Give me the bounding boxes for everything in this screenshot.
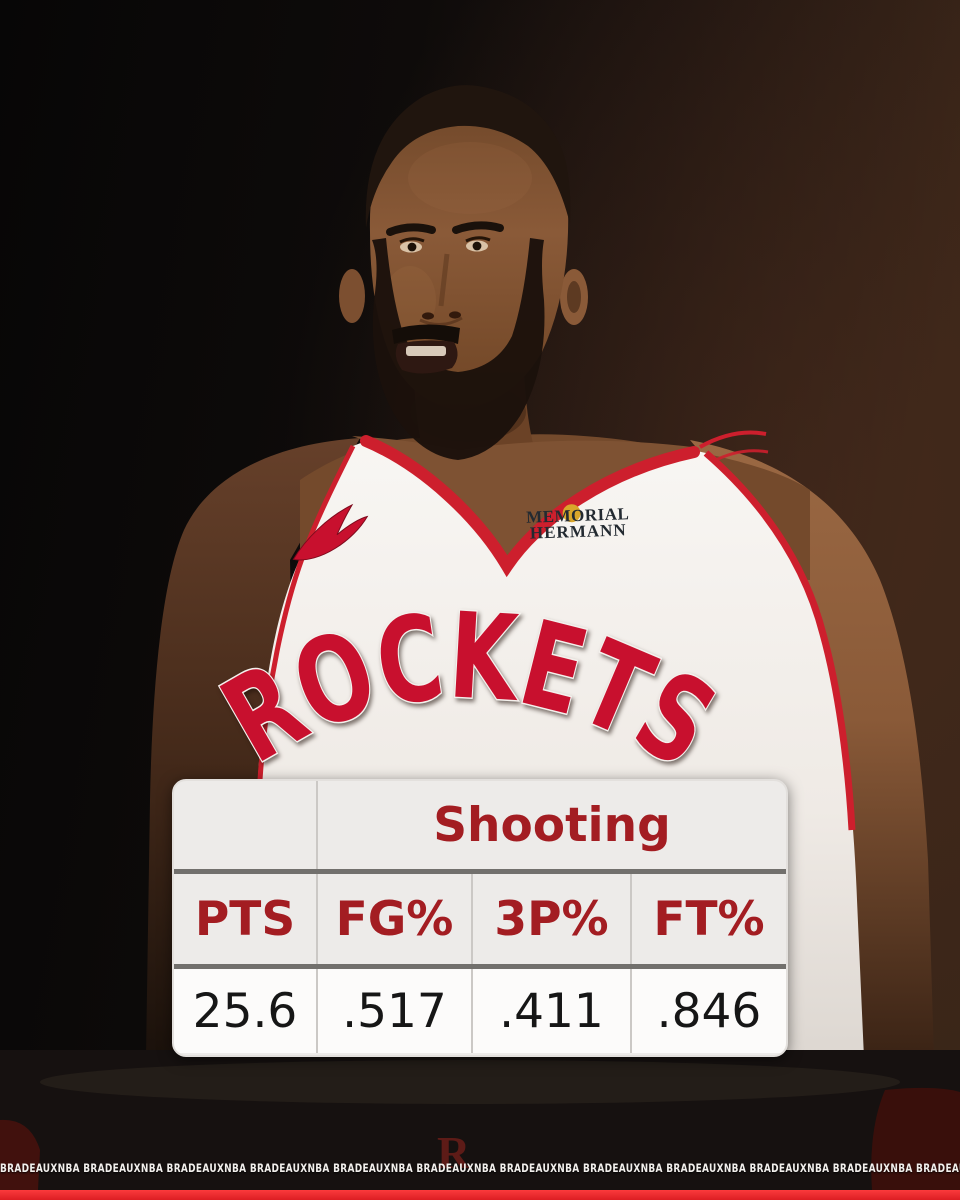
column-header-pts: PTS	[174, 874, 318, 964]
stats-group-header: Shooting	[433, 797, 671, 853]
beard	[372, 238, 545, 460]
left-iris	[407, 242, 417, 252]
table-separator	[174, 869, 786, 874]
column-header-ft: FT%	[653, 891, 765, 947]
sponsor-gold-circle-icon	[562, 504, 581, 523]
column-header-fg: FG%	[318, 874, 473, 964]
left-armhole-trim	[257, 444, 356, 781]
right-eyelid	[465, 236, 491, 243]
value-fg: .517	[318, 969, 473, 1053]
left-eyelid	[399, 237, 425, 244]
left-ear	[339, 269, 365, 323]
sponsor-patch: MEMORIAL HERMANN	[526, 504, 630, 542]
stats-corner-cell	[174, 781, 318, 869]
watermark-text: BRADEAUXNBA BRADEAUXNBA BRADEAUXNBA BRAD…	[0, 1161, 960, 1175]
nose-base	[419, 316, 463, 326]
nike-swoosh-icon	[292, 503, 369, 561]
bottom-red-bar	[0, 1190, 960, 1200]
right-shoulder-trim	[699, 430, 767, 449]
right-shoulder-trim-2	[711, 449, 769, 464]
mouth	[395, 340, 458, 374]
forehead-highlight	[408, 142, 532, 214]
left-eyebrow	[386, 223, 436, 236]
vneck-trim	[360, 435, 700, 578]
chest	[352, 436, 700, 566]
nose-bridge	[438, 253, 450, 307]
right-ear-inner	[567, 281, 581, 313]
left-nostril	[422, 312, 434, 320]
table-separator	[174, 964, 786, 969]
stats-table: Shooting PTS FG% 3P% FT% 25.6 .517 .411 …	[172, 779, 788, 1057]
shorts-logo: R	[437, 1127, 471, 1178]
value-pts: 25.6	[174, 969, 318, 1053]
waist-highlight	[40, 1060, 900, 1104]
value-ft: .846	[656, 983, 762, 1039]
column-header-3p: 3P%	[473, 874, 632, 964]
sponsor-line2: HERMANN	[530, 520, 627, 542]
value-3p: .411	[473, 969, 632, 1053]
mustache	[392, 324, 460, 344]
left-shorts-red	[0, 1119, 40, 1190]
right-eyebrow	[452, 221, 504, 234]
teeth	[406, 346, 446, 356]
right-iris	[472, 241, 482, 251]
hair	[365, 85, 571, 228]
sponsor-line1: MEMORIAL	[526, 504, 630, 527]
right-shorts-red	[871, 1087, 960, 1190]
player-illustration: MEMORIAL HERMANN ROCKETS	[0, 85, 960, 1200]
right-armhole-trim	[703, 450, 856, 831]
head	[339, 85, 588, 460]
lower-shadow	[0, 1050, 960, 1200]
right-nostril	[449, 311, 461, 319]
